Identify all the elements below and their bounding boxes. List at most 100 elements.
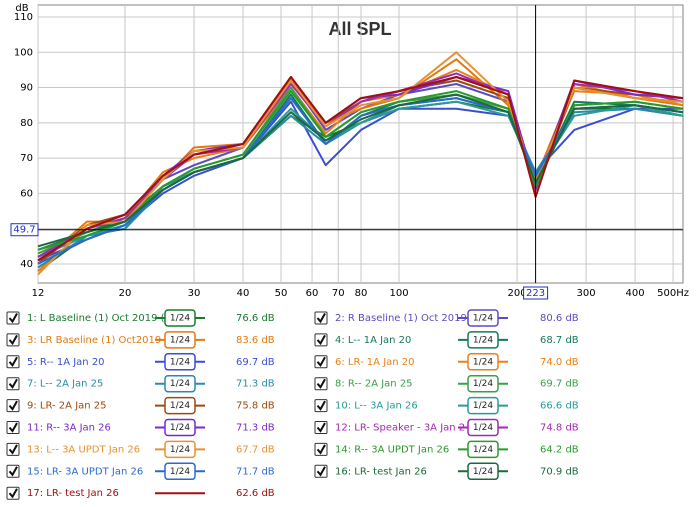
smoothing-badge <box>467 374 499 393</box>
legend-entry: 12: LR- Speaker - 3A Jan 2 1/24 74.8 dB <box>314 418 579 437</box>
series-name: 12: LR- Speaker - 3A Jan 2 <box>335 423 465 434</box>
series-name: 13: L-- 3A UPDT Jan 26 <box>27 444 140 455</box>
legend-entry: 8: R-- 2A Jan 25 1/24 69.7 dB <box>314 374 579 393</box>
smoothing-badge <box>467 331 499 349</box>
legend-entry: 10: L-- 3A Jan 26 1/24 66.6 dB <box>314 396 579 415</box>
plot-area <box>37 4 684 284</box>
y-tick-label: 100 <box>14 47 33 58</box>
series-name: 7: L-- 2A Jan 25 <box>27 379 103 390</box>
smoothing-badge <box>164 462 196 481</box>
checkmark <box>316 378 326 389</box>
series-line <box>37 76 684 262</box>
x-tick-label: 400 <box>626 288 645 299</box>
smoothing-label: 1/24 <box>473 357 493 367</box>
checkmark <box>316 444 326 455</box>
series-name: 3: LR Baseline (1) Oct2019 <box>27 335 161 346</box>
cursor-value: 67.7 dB <box>236 444 275 455</box>
legend-entry: 2: R Baseline (1) Oct 2019 (1/24 80.6 dB <box>314 309 579 327</box>
cursor-value: 71.3 dB <box>236 379 275 390</box>
legend-entry: 6: LR- 1A Jan 20 1/24 74.0 dB <box>314 353 579 371</box>
x-tick-label: 20 <box>119 288 132 299</box>
smoothing-badge <box>467 396 499 415</box>
checkmark <box>8 378 18 389</box>
smoothing-badge <box>164 331 196 349</box>
smoothing-label: 1/24 <box>170 467 190 477</box>
checkmark <box>316 422 326 433</box>
legend-entry: 9: LR- 2A Jan 25 1/24 75.8 dB <box>6 396 275 415</box>
series-name: 6: LR- 1A Jan 20 <box>335 357 415 368</box>
legend-entry: 17: LR- test Jan 26 62.6 dB <box>6 486 275 500</box>
cursor-y-label: 49.7 <box>13 225 35 236</box>
x-tick-label: 300 <box>577 288 596 299</box>
checkmark <box>8 422 18 433</box>
smoothing-label: 1/24 <box>473 379 493 389</box>
y-tick-label: 90 <box>20 83 33 94</box>
series-name: 11: R-- 3A Jan 26 <box>27 423 111 434</box>
smoothing-label: 1/24 <box>170 335 190 345</box>
checkmark <box>8 356 18 368</box>
legend-entry: 16: LR- test Jan 26 1/24 70.9 dB <box>314 462 579 481</box>
cursor-value: 66.6 dB <box>540 401 579 412</box>
cursor-value: 80.6 dB <box>540 313 579 324</box>
smoothing-label: 1/24 <box>170 357 190 367</box>
cursor-value: 62.6 dB <box>236 488 275 499</box>
smoothing-label: 1/24 <box>170 401 190 411</box>
cursor-value: 71.3 dB <box>236 423 275 434</box>
smoothing-label: 1/24 <box>170 445 190 455</box>
cursor-value: 69.7 dB <box>540 379 579 390</box>
x-tick-label: 30 <box>188 288 201 299</box>
legend-entry: 11: R-- 3A Jan 26 1/24 71.3 dB <box>6 418 275 437</box>
cursor-value: 76.6 dB <box>236 313 275 324</box>
series-name: 15: LR- 3A UPDT Jan 26 <box>27 466 143 477</box>
checkmark <box>8 400 18 411</box>
series-line <box>37 93 684 248</box>
legend-entry: 7: L-- 2A Jan 25 1/24 71.3 dB <box>6 374 275 393</box>
legend-entry: 15: LR- 3A UPDT Jan 26 1/24 71.7 dB <box>6 462 275 481</box>
smoothing-badge <box>164 353 196 371</box>
series-line <box>37 51 684 276</box>
series-name: 10: L-- 3A Jan 26 <box>335 401 418 412</box>
smoothing-label: 1/24 <box>473 401 493 411</box>
checkmark <box>316 356 326 368</box>
x-tick-label: 100 <box>389 288 408 299</box>
cursor-value: 71.7 dB <box>236 466 275 477</box>
smoothing-badge <box>164 396 196 415</box>
cursor-x-label: 223 <box>526 288 545 299</box>
cursor-value: 69.7 dB <box>236 357 275 368</box>
smoothing-badge <box>164 418 196 437</box>
checkmark <box>316 400 326 411</box>
smoothing-badge <box>467 418 499 437</box>
legend-entry: 13: L-- 3A UPDT Jan 26 1/24 67.7 dB <box>6 440 275 459</box>
smoothing-label: 1/24 <box>170 423 190 433</box>
y-tick-label: 110 <box>14 12 33 23</box>
cursor-value: 74.0 dB <box>540 357 579 368</box>
checkmark <box>8 334 18 346</box>
smoothing-badge <box>467 462 499 481</box>
chart-title: All SPL <box>328 19 391 39</box>
x-tick-label: 200 <box>508 288 527 299</box>
cursor-y-box <box>10 223 39 237</box>
series-name: 5: R-- 1A Jan 20 <box>27 357 105 368</box>
series-name: 9: LR- 2A Jan 25 <box>27 401 107 412</box>
y-tick-label: 40 <box>20 259 33 270</box>
legend-entry: 3: LR Baseline (1) Oct2019 1/24 83.6 dB <box>6 331 275 349</box>
y-tick-label: 70 <box>20 153 33 164</box>
checkmark <box>8 466 18 477</box>
smoothing-badge <box>467 440 499 459</box>
legend-entry: 4: L-- 1A Jan 20 1/24 68.7 dB <box>314 331 579 349</box>
smoothing-badge <box>164 309 196 327</box>
y-tick-label: 80 <box>20 118 33 129</box>
cursor-x-box <box>523 286 549 300</box>
series-name: 17: LR- test Jan 26 <box>27 488 119 499</box>
checkmark <box>8 313 18 324</box>
x-tick-label: 70 <box>332 288 345 299</box>
smoothing-label: 1/24 <box>170 314 190 324</box>
cursor-value: 70.9 dB <box>540 466 579 477</box>
cursor-value: 68.7 dB <box>540 335 579 346</box>
legend-entry: 5: R-- 1A Jan 20 1/24 69.7 dB <box>6 353 275 371</box>
smoothing-badge <box>164 440 196 459</box>
x-tick-label: 12 <box>32 288 45 299</box>
cursor-value: 74.8 dB <box>540 423 579 434</box>
x-tick-label: 500Hz <box>657 288 689 299</box>
